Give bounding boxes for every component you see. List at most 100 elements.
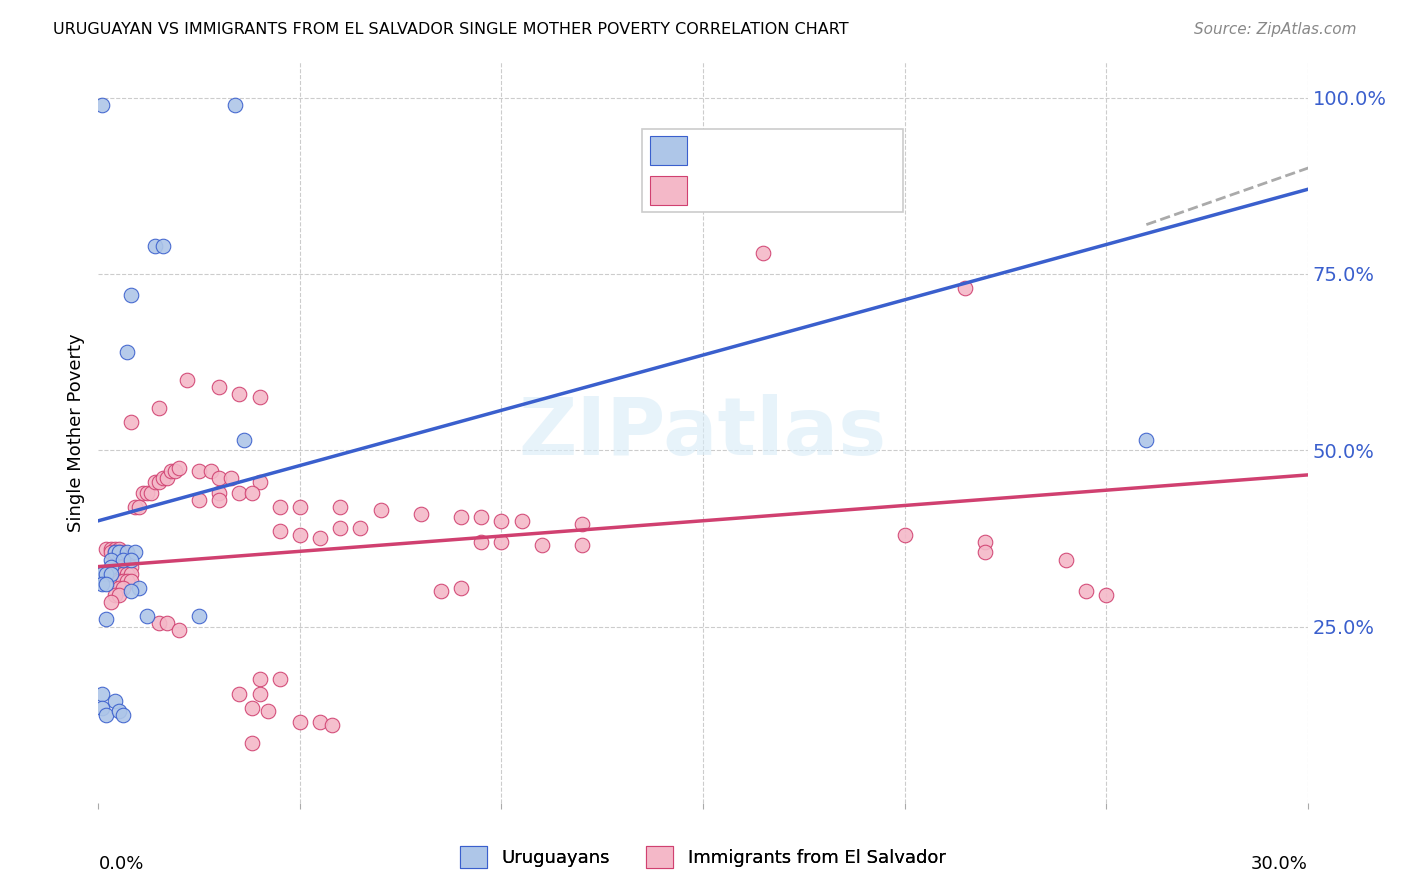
Point (96, 577, 118, 591)
Point (100, 566, 122, 581)
Point (249, 673, 271, 687)
Point (571, 517, 593, 532)
Point (1054, 552, 1077, 566)
Point (240, 700, 263, 714)
Point (288, 500, 311, 514)
Point (148, 401, 170, 415)
Point (240, 736, 263, 750)
Point (148, 615, 170, 630)
Point (135, 485, 157, 500)
Point (107, 574, 129, 588)
Y-axis label: Single Mother Poverty: Single Mother Poverty (66, 334, 84, 532)
Point (96, 541, 118, 556)
Point (120, 584, 142, 599)
Point (124, 500, 146, 514)
Point (1074, 584, 1097, 599)
Point (96, 566, 118, 581)
Point (103, 545, 125, 559)
Point (100, 595, 122, 609)
Point (256, 704, 278, 718)
Point (107, 704, 129, 718)
Point (120, 559, 142, 574)
Point (143, 475, 166, 489)
Point (111, 566, 134, 581)
Point (329, 500, 352, 514)
Point (107, 588, 129, 602)
Point (115, 344, 138, 359)
Point (221, 471, 243, 485)
Point (224, 97, 246, 112)
FancyBboxPatch shape (650, 176, 688, 205)
Point (156, 615, 179, 630)
Point (269, 673, 291, 687)
Point (200, 464, 222, 478)
Point (91, 700, 114, 714)
Point (430, 584, 453, 599)
Text: 0.0%: 0.0% (98, 855, 143, 872)
Point (107, 559, 129, 574)
Point (163, 464, 186, 478)
Point (96, 612, 118, 626)
Point (120, 566, 142, 581)
Point (111, 574, 134, 588)
Point (329, 521, 352, 535)
Point (115, 552, 138, 566)
Point (156, 471, 179, 485)
Point (91, 577, 114, 591)
Point (510, 514, 533, 528)
FancyBboxPatch shape (650, 136, 688, 165)
Point (111, 559, 134, 574)
Point (100, 545, 122, 559)
Point (188, 464, 211, 478)
Point (1095, 588, 1118, 602)
Point (249, 475, 271, 489)
Point (132, 485, 155, 500)
Point (491, 514, 513, 528)
Point (269, 524, 291, 539)
Point (240, 485, 263, 500)
Point (269, 500, 291, 514)
Text: R = 0.243   N = 86: R = 0.243 N = 86 (697, 181, 890, 200)
Point (120, 552, 142, 566)
Point (103, 552, 125, 566)
Point (143, 239, 166, 253)
Text: R = 0.349   N = 23: R = 0.349 N = 23 (697, 141, 890, 161)
Point (111, 581, 134, 595)
Point (893, 528, 915, 542)
Point (128, 581, 150, 595)
Point (120, 415, 142, 429)
Point (228, 387, 250, 401)
Point (111, 707, 134, 722)
Point (139, 485, 162, 500)
Point (107, 552, 129, 566)
Point (188, 609, 211, 624)
Point (370, 503, 392, 517)
Point (103, 541, 125, 556)
Legend: Uruguayans, Immigrants from El Salvador: Uruguayans, Immigrants from El Salvador (453, 838, 953, 875)
Point (288, 528, 311, 542)
Text: URUGUAYAN VS IMMIGRANTS FROM EL SALVADOR SINGLE MOTHER POVERTY CORRELATION CHART: URUGUAYAN VS IMMIGRANTS FROM EL SALVADOR… (53, 22, 849, 37)
Point (232, 433, 254, 447)
Point (107, 545, 129, 559)
Point (167, 461, 190, 475)
Point (115, 545, 138, 559)
Point (100, 552, 122, 566)
Point (152, 239, 174, 253)
Text: ZIPatlas: ZIPatlas (519, 393, 887, 472)
Point (571, 538, 593, 552)
Point (228, 485, 250, 500)
Point (752, 245, 775, 260)
Point (107, 581, 129, 595)
Point (208, 380, 231, 394)
Point (100, 541, 122, 556)
Point (103, 693, 125, 707)
Point (160, 464, 183, 478)
Point (111, 552, 134, 566)
Point (208, 485, 231, 500)
Point (470, 510, 492, 524)
Point (176, 373, 198, 387)
Point (208, 471, 231, 485)
Point (953, 281, 976, 295)
Point (148, 475, 170, 489)
Point (450, 581, 472, 595)
